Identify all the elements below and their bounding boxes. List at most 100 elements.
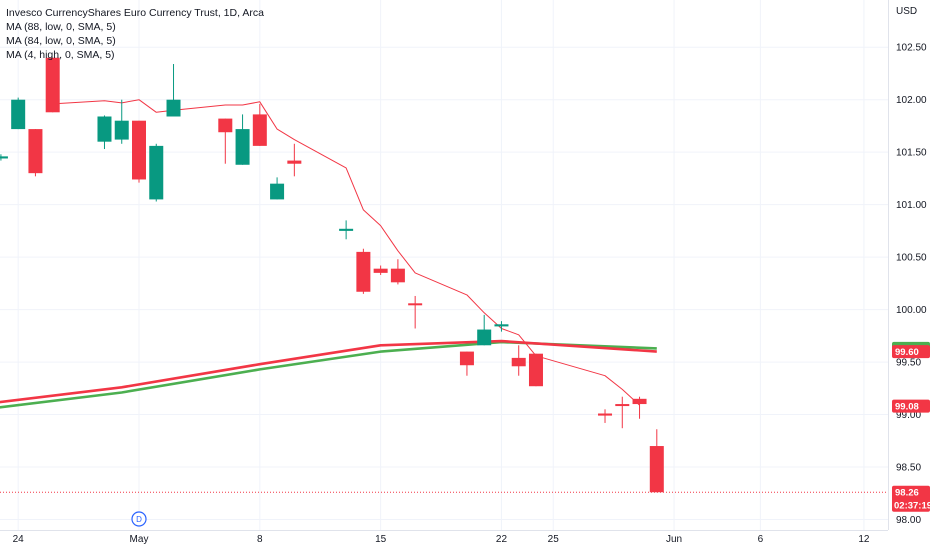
candle-body xyxy=(356,251,371,292)
currency-label: USD xyxy=(896,6,917,17)
candle-body xyxy=(373,268,388,273)
candle-body xyxy=(598,413,613,416)
chart-title: Invesco CurrencyShares Euro Currency Tru… xyxy=(6,7,264,19)
candle xyxy=(598,409,613,423)
candle xyxy=(528,353,543,387)
y-tick-label: 102.50 xyxy=(896,43,927,54)
candle xyxy=(390,259,405,285)
x-tick-label: 22 xyxy=(496,534,508,545)
candle-body xyxy=(0,156,8,159)
candle-body xyxy=(97,116,112,142)
price-badge: 99.08 xyxy=(892,399,930,413)
candle xyxy=(459,351,474,376)
candle-body xyxy=(270,183,285,200)
x-tick-label: Jun xyxy=(666,534,682,545)
y-tick-label: 98.00 xyxy=(896,515,921,526)
candle-body xyxy=(114,120,129,140)
candle xyxy=(356,248,371,294)
x-tick-label: 12 xyxy=(858,534,870,545)
candles xyxy=(0,57,664,493)
y-tick-label: 100.00 xyxy=(896,305,927,316)
candle-body xyxy=(11,99,26,130)
candle xyxy=(166,64,181,117)
price-badge-label: 99.08 xyxy=(895,402,919,413)
price-badge: 98.26 02:37:19 xyxy=(892,485,932,512)
candle-body xyxy=(615,404,630,407)
price-badge-bg xyxy=(892,485,930,512)
candle-body xyxy=(649,446,664,493)
y-tick-label: 98.50 xyxy=(896,463,921,474)
candle-body xyxy=(494,324,509,327)
candle xyxy=(114,99,129,144)
x-tick-label: 15 xyxy=(375,534,387,545)
indicator-label[interactable]: MA (84, low, 0, SMA, 5) xyxy=(6,35,116,47)
moving-averages xyxy=(0,99,657,409)
y-tick-label: 102.00 xyxy=(896,95,927,106)
candle xyxy=(252,103,267,146)
candle xyxy=(494,321,509,332)
x-tick-label: 25 xyxy=(548,534,560,545)
y-tick-label: 99.50 xyxy=(896,358,921,369)
chart-legend: Invesco CurrencyShares Euro Currency Tru… xyxy=(6,6,264,62)
candle xyxy=(649,429,664,493)
ma-line xyxy=(52,99,640,406)
price-badge-bg xyxy=(892,399,930,413)
dividend-event-marker[interactable]: D xyxy=(131,511,147,527)
candle-body xyxy=(149,145,164,200)
candle-body xyxy=(166,99,181,117)
y-tick-label: 100.50 xyxy=(896,253,927,264)
candle-body xyxy=(132,120,146,180)
y-tick-label: 99.00 xyxy=(896,410,921,421)
candle-body xyxy=(390,268,405,283)
candle-body xyxy=(218,118,233,133)
candle-body xyxy=(459,351,474,366)
candle xyxy=(97,115,112,150)
x-tick-label: 24 xyxy=(13,534,25,545)
candle xyxy=(28,129,43,177)
x-tick-label: May xyxy=(130,534,149,545)
y-tick-label: 101.00 xyxy=(896,200,927,211)
candle xyxy=(132,120,146,183)
price-badge-bg xyxy=(892,345,930,359)
event-circle xyxy=(131,511,147,527)
candle-body xyxy=(511,357,526,367)
price-badge: 99.60 xyxy=(892,345,930,359)
candle xyxy=(511,345,526,376)
events: D xyxy=(131,511,147,527)
candle xyxy=(149,143,164,202)
indicator-label[interactable]: MA (4, high, 0, SMA, 5) xyxy=(6,49,115,61)
candle-body xyxy=(528,353,543,387)
y-tick-label: 101.50 xyxy=(896,148,927,159)
candle xyxy=(218,118,233,164)
candle xyxy=(287,143,302,177)
x-tick-label: 8 xyxy=(257,534,263,545)
candle-body xyxy=(235,129,250,165)
candle-body xyxy=(408,303,423,306)
candle xyxy=(373,265,388,275)
candle-body xyxy=(632,398,647,405)
candle-body xyxy=(477,329,492,346)
candle-body xyxy=(287,160,302,164)
countdown-label: 02:37:19 xyxy=(894,501,932,512)
x-tick-label: 6 xyxy=(758,534,764,545)
candle xyxy=(11,97,26,130)
candle xyxy=(632,396,647,419)
candle xyxy=(615,396,630,429)
candle-body xyxy=(45,57,60,113)
ma-line xyxy=(0,339,657,404)
price-badge-label: 98.26 xyxy=(895,488,919,499)
event-label: D xyxy=(136,515,142,524)
candle-body xyxy=(252,114,267,146)
candle-body xyxy=(28,129,43,174)
candle xyxy=(0,154,8,161)
candle xyxy=(45,57,60,113)
candle xyxy=(408,295,423,329)
indicator-label[interactable]: MA (88, low, 0, SMA, 5) xyxy=(6,21,116,33)
candle-body xyxy=(339,228,354,231)
grid xyxy=(0,0,888,530)
price-badge-label: 99.60 xyxy=(895,347,919,358)
candle xyxy=(270,177,285,200)
